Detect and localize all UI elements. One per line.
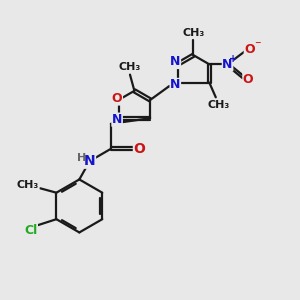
- Text: H: H: [77, 153, 86, 163]
- Text: O: O: [243, 73, 254, 85]
- Text: O: O: [112, 92, 122, 105]
- Text: CH₃: CH₃: [17, 180, 39, 190]
- Text: N: N: [112, 113, 122, 126]
- Text: Cl: Cl: [24, 224, 38, 237]
- Text: ⁻: ⁻: [254, 39, 261, 52]
- Text: N: N: [170, 56, 181, 68]
- Text: O: O: [134, 142, 145, 156]
- Text: CH₃: CH₃: [182, 28, 205, 38]
- Text: N: N: [84, 154, 95, 168]
- Text: +: +: [230, 54, 238, 64]
- Text: CH₃: CH₃: [119, 62, 141, 72]
- Text: O: O: [244, 43, 255, 56]
- Text: N: N: [222, 58, 233, 71]
- Text: N: N: [170, 78, 181, 92]
- Text: CH₃: CH₃: [208, 100, 230, 110]
